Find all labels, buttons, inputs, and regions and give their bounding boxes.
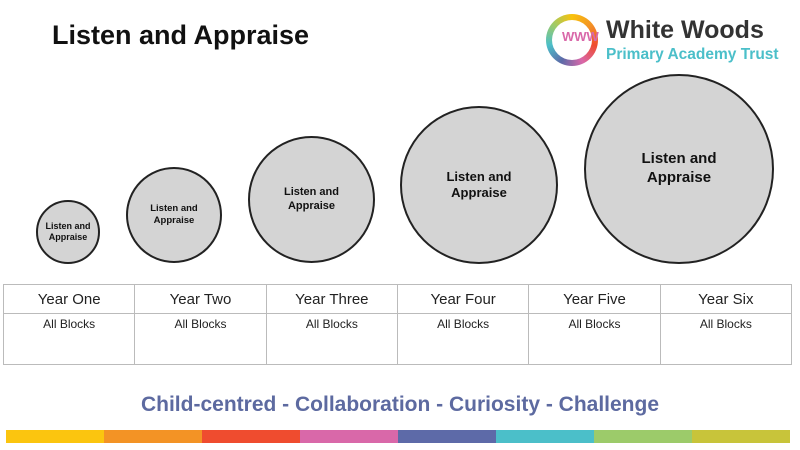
- page-title: Listen and Appraise: [52, 20, 310, 50]
- strip-segment: [594, 430, 692, 443]
- logo-ring-icon: [546, 14, 598, 66]
- logo-name: White Woods: [606, 16, 764, 44]
- strip-segment: [6, 430, 104, 443]
- circle-label: Listen and Appraise: [641, 150, 717, 186]
- table-cell: All Blocks: [265, 313, 398, 365]
- circle-year-four: Listen and Appraise: [400, 106, 558, 264]
- strip-segment: [104, 430, 202, 443]
- table-header: Year Five: [528, 284, 661, 314]
- motto: Child-centred - Collaboration - Curiosit…: [140, 393, 660, 416]
- table-cell: All Blocks: [659, 313, 793, 365]
- logo-subtitle: Primary Academy Trust: [606, 46, 779, 63]
- table-cell: All Blocks: [2, 313, 136, 365]
- strip-segment: [496, 430, 594, 443]
- circle-label: Listen and Appraise: [150, 203, 198, 226]
- circle-year-three: Listen and Appraise: [248, 136, 375, 263]
- table-header: Year Four: [396, 284, 530, 314]
- table-cell: All Blocks: [134, 313, 267, 365]
- circle-year-five: Listen and Appraise: [584, 74, 774, 264]
- table-cell: All Blocks: [396, 313, 530, 365]
- circle-year-one: Listen and Appraise: [36, 200, 100, 264]
- strip-segment: [398, 430, 496, 443]
- circle-year-two: Listen and Appraise: [126, 167, 222, 263]
- table-header-row: Year One Year Two Year Three Year Four Y…: [2, 284, 793, 314]
- circle-label: Listen and Appraise: [446, 168, 512, 200]
- strip-segment: [202, 430, 300, 443]
- table-header: Year One: [2, 284, 136, 314]
- logo-glyph: WWW: [562, 29, 599, 44]
- table-cell: All Blocks: [528, 313, 661, 365]
- table-header: Year Two: [134, 284, 267, 314]
- circle-label: Listen and Appraise: [45, 220, 91, 242]
- strip-segment: [300, 430, 398, 443]
- table-header: Year Three: [265, 284, 398, 314]
- circle-label: Listen and Appraise: [283, 185, 339, 212]
- table-header: Year Six: [659, 284, 793, 314]
- color-strip: [6, 430, 790, 443]
- table-row: All Blocks All Blocks All Blocks All Blo…: [2, 313, 793, 365]
- year-table: Year One Year Two Year Three Year Four Y…: [2, 284, 793, 365]
- logo: WWW White Woods Primary Academy Trust: [546, 14, 796, 74]
- strip-segment: [692, 430, 790, 443]
